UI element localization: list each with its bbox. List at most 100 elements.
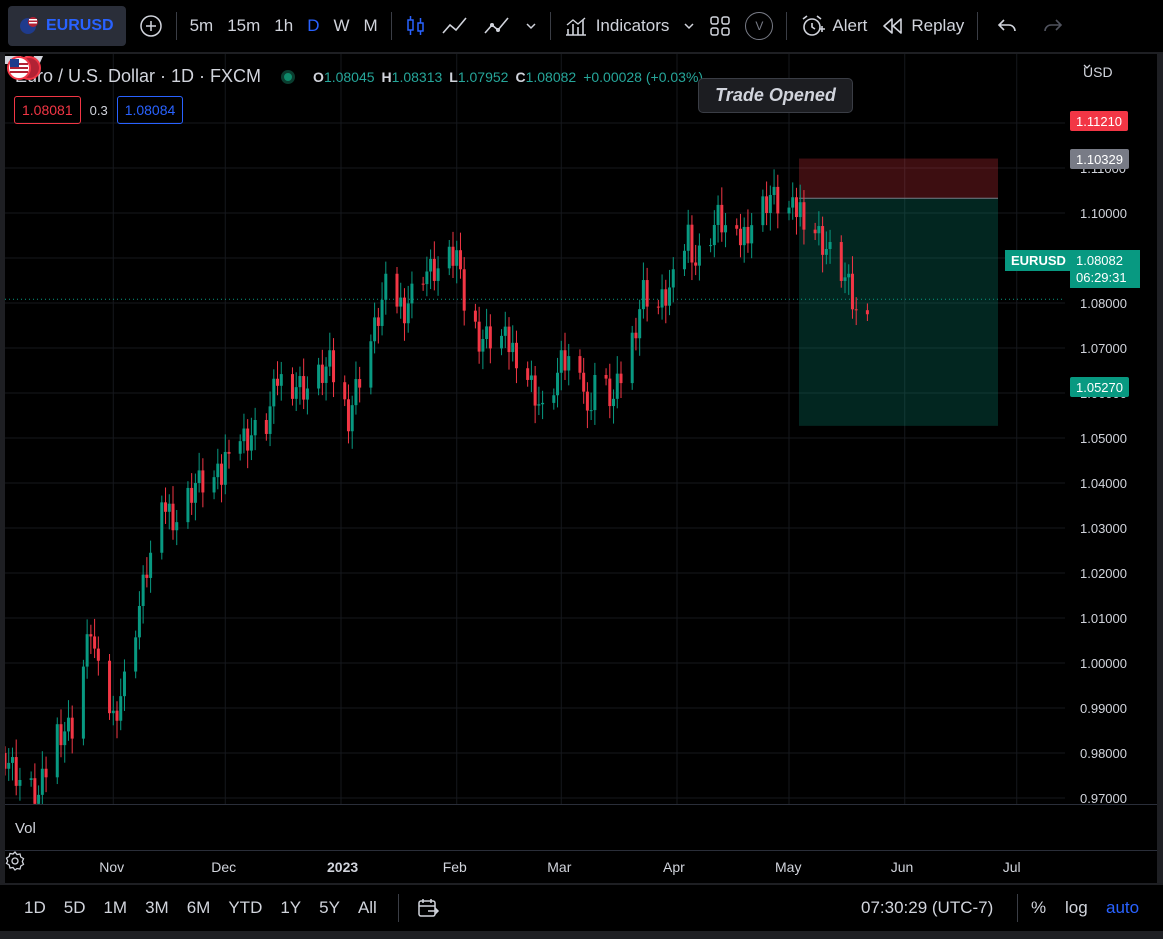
current-symbol-label: EURUSD — [1005, 250, 1072, 271]
candle-body — [294, 387, 298, 399]
candle-body — [619, 373, 623, 384]
current-price: 1.08082 — [1076, 253, 1123, 268]
range-ytd-button[interactable]: YTD — [228, 898, 263, 917]
range-5y-button[interactable]: 5Y — [319, 898, 340, 917]
market-status-icon[interactable] — [281, 69, 296, 84]
flag-icon — [20, 17, 38, 34]
candle-body — [664, 289, 668, 306]
timeframe-1h-button[interactable]: 1h — [274, 16, 294, 35]
candle-body — [421, 283, 425, 285]
line-chart-type-button[interactable] — [434, 6, 476, 46]
range-5d-button[interactable]: 5D — [63, 898, 86, 917]
candle-body — [641, 280, 645, 310]
candle-body — [324, 366, 328, 383]
candle-body — [720, 204, 724, 233]
auto-scale-button[interactable]: auto — [1106, 898, 1140, 917]
candle-body — [85, 634, 89, 667]
symbol-search-button[interactable]: EURUSD — [8, 6, 126, 46]
candle-body — [253, 420, 257, 436]
replay-button[interactable]: Replay — [874, 6, 971, 46]
alert-button[interactable]: Alert — [793, 6, 874, 46]
date-range-group: 1D 5D 1M 3M 6M YTD 1Y 5Y All — [15, 898, 386, 918]
legend-high: H1.08313 — [381, 68, 443, 85]
stop-loss-price-label: 1.11210 — [1070, 111, 1129, 131]
candle-body — [429, 258, 433, 272]
trade-opened-label[interactable]: Trade Opened — [698, 78, 853, 113]
timeframe-m-button[interactable]: M — [363, 16, 378, 35]
indicators-dropdown[interactable] — [676, 6, 702, 46]
timeframe-w-button[interactable]: W — [333, 16, 350, 35]
bottom-toolbar: 1D 5D 1M 3M 6M YTD 1Y 5Y All 07:30:29 (UTC-7) % … — [0, 885, 1163, 931]
candle-body — [264, 420, 268, 434]
candles-chart-type-button[interactable] — [398, 6, 434, 46]
candle-body — [402, 297, 406, 324]
candle-body — [589, 410, 593, 412]
candle-body — [55, 724, 59, 778]
range-1d-button[interactable]: 1D — [24, 898, 46, 917]
candle-body — [526, 368, 530, 380]
candle-body — [768, 195, 772, 213]
goto-date-button[interactable] — [409, 888, 447, 928]
buy-price-button[interactable]: 1.08084 — [116, 96, 184, 124]
candle-body — [141, 574, 145, 606]
candle-body — [96, 648, 100, 661]
candle-body — [354, 379, 358, 406]
log-scale-button[interactable]: log — [1065, 898, 1088, 917]
legend-change: +0.00028 (+0.03%) — [583, 68, 704, 85]
candle-body — [802, 202, 806, 230]
candle-body — [458, 250, 462, 270]
volume-pane[interactable]: Vol — [5, 804, 1157, 850]
legend-open: O1.08045 — [313, 68, 375, 85]
candle-body — [376, 317, 380, 326]
timeframe-5m-button[interactable]: 5m — [189, 16, 214, 35]
chart-settings-icon[interactable] — [5, 851, 25, 871]
candle-body — [488, 326, 492, 349]
timeframe-d-button[interactable]: D — [307, 16, 320, 35]
range-all-button[interactable]: All — [357, 898, 377, 917]
candle-body — [511, 342, 515, 353]
percent-scale-button[interactable]: % — [1031, 898, 1047, 917]
timezone-clock[interactable]: 07:30:29 (UTC-7) — [861, 898, 994, 917]
candle-body — [765, 196, 769, 213]
candle-body — [279, 374, 283, 386]
current-price-label: 1.08082 06:29:31 — [1070, 250, 1140, 288]
candle-body — [839, 242, 843, 281]
time-axis[interactable]: Nov Dec 2023 Feb Mar Apr May Jun Jul — [5, 850, 1157, 883]
layouts-button[interactable] — [702, 6, 738, 46]
indicators-button[interactable]: Indicators — [557, 6, 677, 46]
chart-type-dropdown[interactable] — [518, 6, 544, 46]
range-6m-button[interactable]: 6M — [186, 898, 211, 917]
candle-body — [164, 502, 168, 512]
redo-button[interactable] — [1030, 6, 1076, 46]
price-chart[interactable]: 0.960000.970000.980000.990001.000001.010… — [5, 54, 1157, 804]
range-1y-button[interactable]: 1Y — [280, 898, 302, 917]
timeframe-15m-button[interactable]: 15m — [227, 16, 261, 35]
range-1m-button[interactable]: 1M — [103, 898, 128, 917]
candle-body — [559, 350, 563, 373]
candle-body — [175, 522, 179, 531]
add-symbol-button[interactable] — [132, 6, 170, 46]
candle-body — [552, 395, 556, 403]
candle-body — [503, 326, 507, 336]
v-badge-button[interactable]: V — [738, 6, 780, 46]
candle-body — [134, 637, 138, 672]
candle-body — [604, 375, 608, 379]
price-tick-label: 1.01000 — [1080, 611, 1127, 626]
candle-body — [44, 768, 48, 778]
candle-body — [122, 671, 126, 697]
sell-price-button[interactable]: 1.08081 — [14, 96, 81, 124]
candle-body — [290, 374, 294, 399]
undo-button[interactable] — [984, 6, 1030, 46]
currency-dropdown[interactable]: USD — [1083, 64, 1113, 80]
candle-body — [37, 794, 41, 804]
candle-body — [615, 373, 619, 399]
candle-body — [111, 710, 115, 714]
chart-area[interactable]: 0.960000.970000.980000.990001.000001.010… — [5, 54, 1157, 883]
time-tick-label: Jul — [1002, 859, 1021, 875]
range-3m-button[interactable]: 3M — [145, 898, 169, 917]
candle-body — [578, 356, 582, 373]
us-flag-event-icon[interactable] — [5, 54, 45, 82]
area-chart-type-button[interactable] — [476, 6, 518, 46]
candle-body — [328, 350, 332, 367]
candle-body — [485, 326, 489, 339]
